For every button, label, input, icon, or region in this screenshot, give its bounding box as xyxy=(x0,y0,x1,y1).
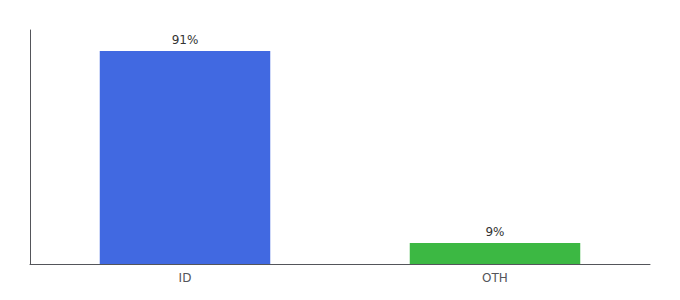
svg-text:91%: 91% xyxy=(172,33,199,47)
svg-text:OTH: OTH xyxy=(482,271,508,285)
svg-text:ID: ID xyxy=(179,271,192,285)
svg-text:9%: 9% xyxy=(485,225,504,239)
